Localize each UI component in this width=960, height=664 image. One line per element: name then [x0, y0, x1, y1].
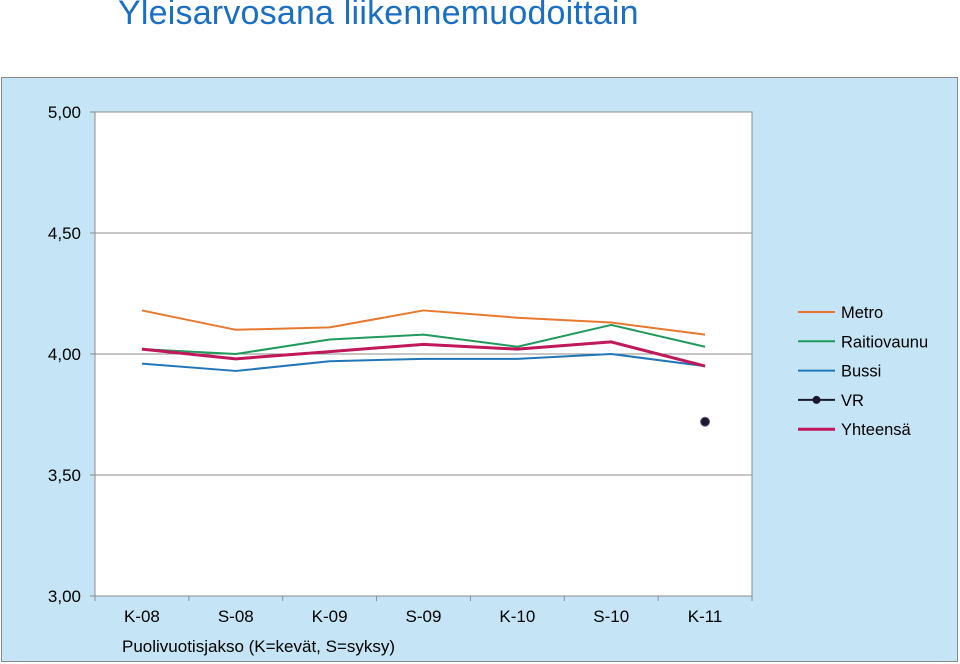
y-tick-label: 4,50	[48, 224, 81, 243]
x-tick-label: S-08	[218, 607, 254, 626]
legend-label-raitiovaunu: Raitiovaunu	[841, 333, 928, 351]
y-tick-label: 5,00	[48, 103, 81, 122]
legend-marker-vr	[812, 395, 821, 404]
series-line-yhteens-	[141, 340, 706, 368]
x-axis-label: Puolivuotisjakso (K=kevät, S=syksy)	[122, 637, 395, 656]
legend-label-metro: Metro	[841, 304, 883, 322]
x-tick-label: K-10	[499, 607, 535, 626]
y-tick-label: 3,00	[48, 587, 81, 606]
x-tick-label: S-10	[593, 607, 629, 626]
x-tick-label: K-09	[312, 607, 348, 626]
series-line-metro	[141, 309, 706, 336]
data-point-vr	[700, 416, 711, 427]
legend-label-yhteens-: Yhteensä	[841, 421, 912, 439]
legend-label-vr: VR	[841, 392, 864, 410]
y-tick-label: 3,50	[48, 466, 81, 485]
x-tick-label: K-11	[688, 607, 723, 626]
series-line-raitiovaunu	[141, 323, 706, 355]
legend-label-bussi: Bussi	[841, 363, 881, 381]
y-tick-label: 4,00	[48, 345, 81, 364]
x-tick-label: K-08	[124, 607, 160, 626]
chart-title: Yleisarvosana liikennemuodoittain	[118, 0, 639, 32]
x-tick-label: S-09	[406, 607, 442, 626]
series-line-bussi	[141, 353, 706, 372]
